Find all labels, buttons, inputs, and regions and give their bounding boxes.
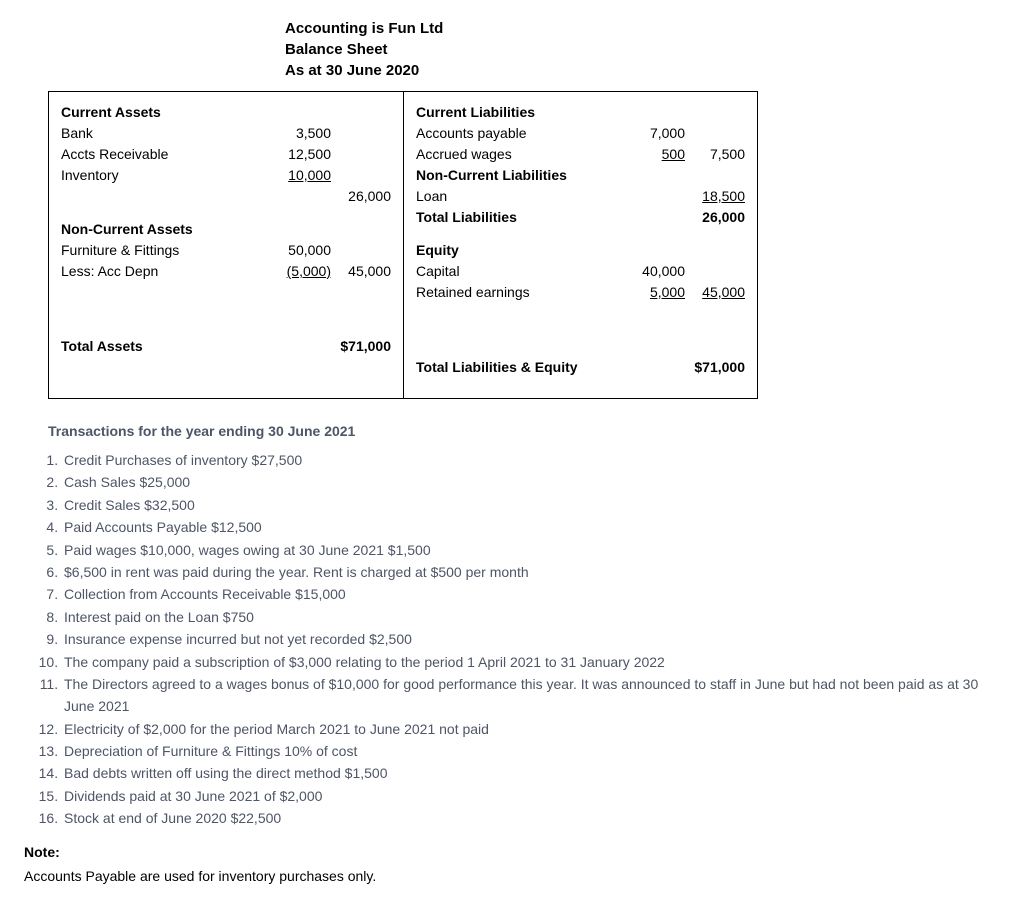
liabilities-equity-column: Current Liabilities Accounts payable 7,0… [403, 92, 757, 398]
dep-value: (5,000) [271, 261, 331, 282]
transactions-heading: Transactions for the year ending 30 June… [48, 423, 1004, 439]
transaction-item: Interest paid on the Loan $750 [62, 606, 1004, 628]
nca-heading: Non-Current Assets [61, 219, 193, 240]
ncl-heading: Non-Current Liabilities [416, 165, 567, 186]
transaction-item: Depreciation of Furniture & Fittings 10%… [62, 740, 1004, 762]
tle-value: $71,000 [685, 357, 745, 378]
ap-label: Accounts payable [416, 123, 527, 144]
current-assets-heading: Current Assets [61, 102, 161, 123]
company-name: Accounting is Fun Ltd [285, 18, 1004, 39]
transaction-item: Cash Sales $25,000 [62, 471, 1004, 493]
transaction-item: Electricity of $2,000 for the period Mar… [62, 718, 1004, 740]
ap-value: 7,000 [625, 123, 685, 144]
loan-label: Loan [416, 186, 447, 207]
ar-value: 12,500 [271, 144, 331, 165]
transaction-item: Dividends paid at 30 June 2021 of $2,000 [62, 785, 1004, 807]
transaction-item: The Directors agreed to a wages bonus of… [62, 673, 1004, 718]
equity-total: 45,000 [685, 282, 745, 303]
balance-sheet-table: Current Assets Bank 3,500 Accts Receivab… [48, 91, 758, 399]
total-assets-label: Total Assets [61, 336, 143, 357]
re-label: Retained earnings [416, 282, 530, 303]
transaction-item: Insurance expense incurred but not yet r… [62, 628, 1004, 650]
transaction-item: $6,500 in rent was paid during the year.… [62, 561, 1004, 583]
transactions-list: Credit Purchases of inventory $27,500Cas… [34, 449, 1004, 830]
cl-heading: Current Liabilities [416, 102, 535, 123]
aw-label: Accrued wages [416, 144, 512, 165]
cl-total: 7,500 [685, 144, 745, 165]
report-header: Accounting is Fun Ltd Balance Sheet As a… [285, 18, 1004, 81]
dep-label: Less: Acc Depn [61, 261, 158, 282]
bank-label: Bank [61, 123, 93, 144]
loan-value: 18,500 [685, 186, 745, 207]
note-body: Accounts Payable are used for inventory … [24, 868, 1004, 884]
capital-value: 40,000 [625, 261, 685, 282]
transaction-item: Credit Sales $32,500 [62, 494, 1004, 516]
as-at-date: As at 30 June 2020 [285, 60, 1004, 81]
re-value: 5,000 [625, 282, 685, 303]
inventory-label: Inventory [61, 165, 119, 186]
note-heading: Note: [24, 844, 1004, 860]
transaction-item: Paid Accounts Payable $12,500 [62, 516, 1004, 538]
capital-label: Capital [416, 261, 460, 282]
tl-value: 26,000 [685, 207, 745, 228]
aw-value: 500 [625, 144, 685, 165]
ar-label: Accts Receivable [61, 144, 168, 165]
ff-label: Furniture & Fittings [61, 240, 179, 261]
transaction-item: Paid wages $10,000, wages owing at 30 Ju… [62, 539, 1004, 561]
tle-label: Total Liabilities & Equity [416, 357, 578, 378]
transaction-item: Bad debts written off using the direct m… [62, 762, 1004, 784]
ff-value: 50,000 [271, 240, 331, 261]
inventory-value: 10,000 [271, 165, 331, 186]
total-assets-value: $71,000 [331, 336, 391, 357]
tl-label: Total Liabilities [416, 207, 517, 228]
bank-value: 3,500 [271, 123, 331, 144]
transaction-item: Collection from Accounts Receivable $15,… [62, 583, 1004, 605]
ca-total: 26,000 [331, 186, 391, 207]
transaction-item: The company paid a subscription of $3,00… [62, 651, 1004, 673]
transaction-item: Credit Purchases of inventory $27,500 [62, 449, 1004, 471]
nca-total: 45,000 [331, 261, 391, 282]
transaction-item: Stock at end of June 2020 $22,500 [62, 807, 1004, 829]
assets-column: Current Assets Bank 3,500 Accts Receivab… [49, 92, 403, 398]
report-title: Balance Sheet [285, 39, 1004, 60]
equity-heading: Equity [416, 240, 459, 261]
